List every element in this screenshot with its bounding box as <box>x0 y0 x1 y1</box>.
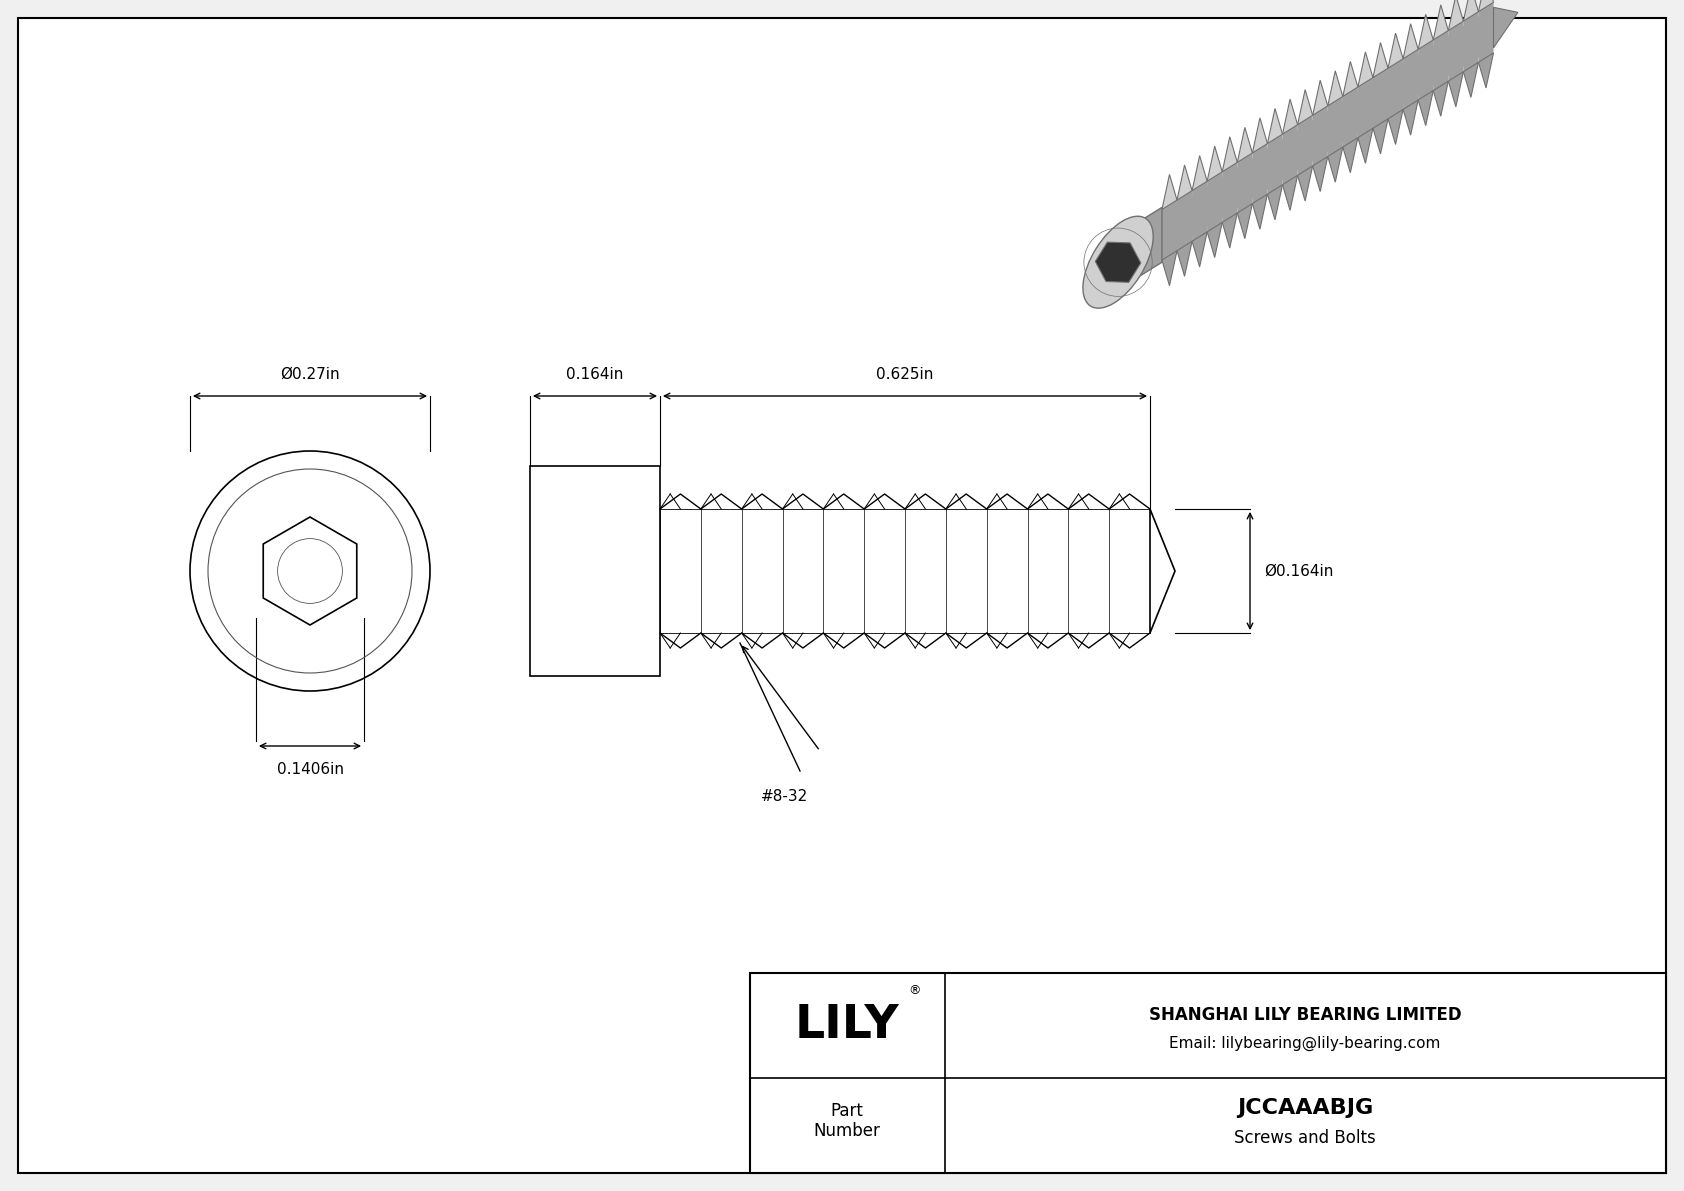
Text: Email: lilybearing@lily-bearing.com: Email: lilybearing@lily-bearing.com <box>1169 1035 1442 1050</box>
Polygon shape <box>1342 138 1357 173</box>
Text: SHANGHAI LILY BEARING LIMITED: SHANGHAI LILY BEARING LIMITED <box>1148 1006 1462 1024</box>
Polygon shape <box>1403 49 1418 110</box>
Polygon shape <box>1312 106 1327 166</box>
Polygon shape <box>1223 213 1238 248</box>
Polygon shape <box>1342 62 1357 96</box>
Polygon shape <box>1238 204 1253 238</box>
Polygon shape <box>1223 137 1238 172</box>
Polygon shape <box>1448 21 1463 81</box>
Polygon shape <box>1177 191 1192 250</box>
Polygon shape <box>1253 194 1268 229</box>
Polygon shape <box>1463 12 1479 71</box>
Polygon shape <box>1312 156 1327 192</box>
Polygon shape <box>1479 0 1494 12</box>
Polygon shape <box>1150 509 1175 632</box>
Polygon shape <box>1463 62 1479 98</box>
Text: Part
Number: Part Number <box>813 1102 881 1141</box>
Polygon shape <box>1448 71 1463 107</box>
Polygon shape <box>1494 7 1517 48</box>
Text: 0.625in: 0.625in <box>876 367 933 382</box>
Text: Ø0.164in: Ø0.164in <box>1265 563 1334 579</box>
Text: LILY: LILY <box>795 1004 899 1048</box>
Polygon shape <box>1433 81 1448 117</box>
Polygon shape <box>1238 127 1253 162</box>
Polygon shape <box>1283 175 1298 211</box>
Polygon shape <box>1223 162 1238 223</box>
Polygon shape <box>1463 0 1479 21</box>
Polygon shape <box>1327 96 1342 156</box>
Polygon shape <box>1162 174 1177 210</box>
Polygon shape <box>1357 52 1372 87</box>
Polygon shape <box>1268 108 1283 144</box>
Text: JCCAAABJG: JCCAAABJG <box>1236 1098 1372 1118</box>
Polygon shape <box>1433 5 1448 40</box>
Text: Screws and Bolts: Screws and Bolts <box>1234 1129 1376 1147</box>
Polygon shape <box>1357 77 1372 138</box>
Bar <box>749 973 1665 1173</box>
Polygon shape <box>1372 119 1388 154</box>
Polygon shape <box>1207 223 1223 257</box>
Bar <box>530 466 660 676</box>
Polygon shape <box>1162 200 1177 260</box>
Polygon shape <box>1479 2 1494 62</box>
Text: 0.164in: 0.164in <box>566 367 623 382</box>
Polygon shape <box>1418 40 1433 100</box>
Polygon shape <box>1448 0 1463 31</box>
Polygon shape <box>1283 99 1298 135</box>
Polygon shape <box>1327 70 1342 106</box>
Polygon shape <box>1162 250 1177 286</box>
Polygon shape <box>1388 33 1403 68</box>
Polygon shape <box>1253 144 1268 204</box>
Polygon shape <box>1388 58 1403 119</box>
Polygon shape <box>1298 116 1312 175</box>
Polygon shape <box>1253 118 1268 152</box>
Polygon shape <box>1388 110 1403 144</box>
Polygon shape <box>1177 166 1192 200</box>
Polygon shape <box>1479 52 1494 88</box>
Text: 0.1406in: 0.1406in <box>276 762 344 777</box>
Polygon shape <box>1298 166 1312 201</box>
Polygon shape <box>1192 156 1207 191</box>
Polygon shape <box>1207 146 1223 181</box>
Ellipse shape <box>1083 217 1154 308</box>
Polygon shape <box>1433 31 1448 91</box>
Polygon shape <box>1298 89 1312 125</box>
Polygon shape <box>1342 87 1357 146</box>
Polygon shape <box>1327 146 1342 182</box>
Polygon shape <box>1403 100 1418 135</box>
Polygon shape <box>1118 207 1162 289</box>
Polygon shape <box>1372 68 1388 129</box>
Polygon shape <box>1207 172 1223 232</box>
Polygon shape <box>1372 43 1388 77</box>
Polygon shape <box>1403 24 1418 58</box>
Polygon shape <box>1192 181 1207 242</box>
Polygon shape <box>1268 135 1283 194</box>
Polygon shape <box>1192 232 1207 267</box>
Polygon shape <box>1095 242 1140 282</box>
Polygon shape <box>1357 129 1372 163</box>
Polygon shape <box>1268 185 1283 220</box>
Text: Ø0.27in: Ø0.27in <box>280 367 340 382</box>
Polygon shape <box>1162 7 1494 255</box>
Text: #8-32: #8-32 <box>761 788 808 804</box>
Polygon shape <box>1418 91 1433 125</box>
Polygon shape <box>1283 125 1298 185</box>
Text: ®: ® <box>909 985 921 998</box>
Polygon shape <box>1418 14 1433 49</box>
Polygon shape <box>1238 152 1253 213</box>
Polygon shape <box>1312 80 1327 116</box>
Polygon shape <box>1177 242 1192 276</box>
